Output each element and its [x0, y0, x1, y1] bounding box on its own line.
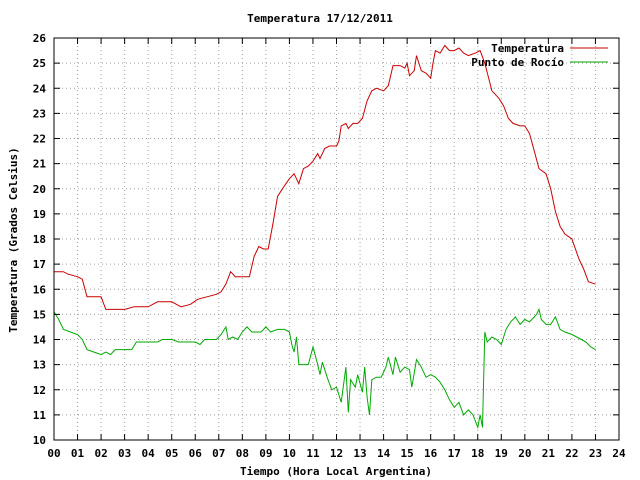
y-tick-label: 11	[33, 409, 47, 422]
y-tick-label: 19	[33, 208, 46, 221]
x-tick-label: 24	[612, 447, 626, 460]
grid-lines	[54, 38, 619, 440]
y-tick-label: 21	[33, 158, 47, 171]
series-line-temperatura	[54, 44, 596, 310]
y-tick-label: 12	[33, 384, 46, 397]
x-tick-label: 03	[118, 447, 131, 460]
y-tick-label: 20	[33, 183, 46, 196]
series-line-punto-de-rocio	[53, 307, 596, 430]
y-tick-label: 15	[33, 308, 46, 321]
x-tick-label: 00	[47, 447, 60, 460]
x-tick-label: 12	[330, 447, 343, 460]
x-tick-label: 17	[448, 447, 461, 460]
x-tick-label: 05	[165, 447, 178, 460]
y-tick-label: 26	[33, 32, 47, 45]
x-tick-label: 21	[542, 447, 556, 460]
x-tick-label: 15	[401, 447, 414, 460]
y-tick-label: 16	[33, 283, 47, 296]
legend-label: Temperatura	[491, 42, 564, 55]
x-tick-label: 22	[565, 447, 578, 460]
axis-ticks	[53, 37, 620, 441]
y-tick-label: 17	[33, 258, 46, 271]
x-tick-label: 08	[236, 447, 249, 460]
x-tick-label: 02	[94, 447, 107, 460]
x-tick-label: 07	[212, 447, 225, 460]
x-tick-labels: 00 01 02 03 04 05 06 07 08 09 10 11 12 13 14 15 16 17 18 19…	[47, 447, 626, 460]
y-tick-labels: 10 11 12 13 14 15 16 17 18 19 20 21 22 23 24 25 26	[33, 32, 47, 447]
y-tick-label: 18	[33, 233, 46, 246]
chart-title: Temperatura 17/12/2011	[247, 12, 393, 25]
x-tick-label: 16	[424, 447, 438, 460]
y-tick-label: 13	[33, 359, 46, 372]
x-tick-label: 19	[495, 447, 508, 460]
x-tick-label: 04	[142, 447, 156, 460]
x-tick-label: 23	[589, 447, 602, 460]
x-tick-label: 18	[471, 447, 484, 460]
x-tick-label: 13	[353, 447, 366, 460]
x-tick-label: 10	[283, 447, 296, 460]
y-tick-label: 10	[33, 434, 46, 447]
x-tick-label: 20	[518, 447, 531, 460]
x-tick-label: 01	[71, 447, 85, 460]
x-tick-label: 06	[189, 447, 203, 460]
y-tick-label: 23	[33, 107, 46, 120]
series-layer	[53, 44, 596, 430]
x-tick-label: 14	[377, 447, 391, 460]
y-axis-label: Temperatura (Grados Celsius)	[7, 147, 20, 332]
x-tick-label: 11	[306, 447, 320, 460]
y-tick-label: 25	[33, 57, 46, 70]
y-tick-label: 14	[33, 334, 47, 347]
legend-label: Punto de Rocío	[471, 56, 564, 69]
y-tick-label: 24	[33, 82, 47, 95]
x-tick-label: 09	[259, 447, 272, 460]
y-tick-label: 22	[33, 133, 46, 146]
x-axis-label: Tiempo (Hora Local Argentina)	[240, 465, 432, 478]
